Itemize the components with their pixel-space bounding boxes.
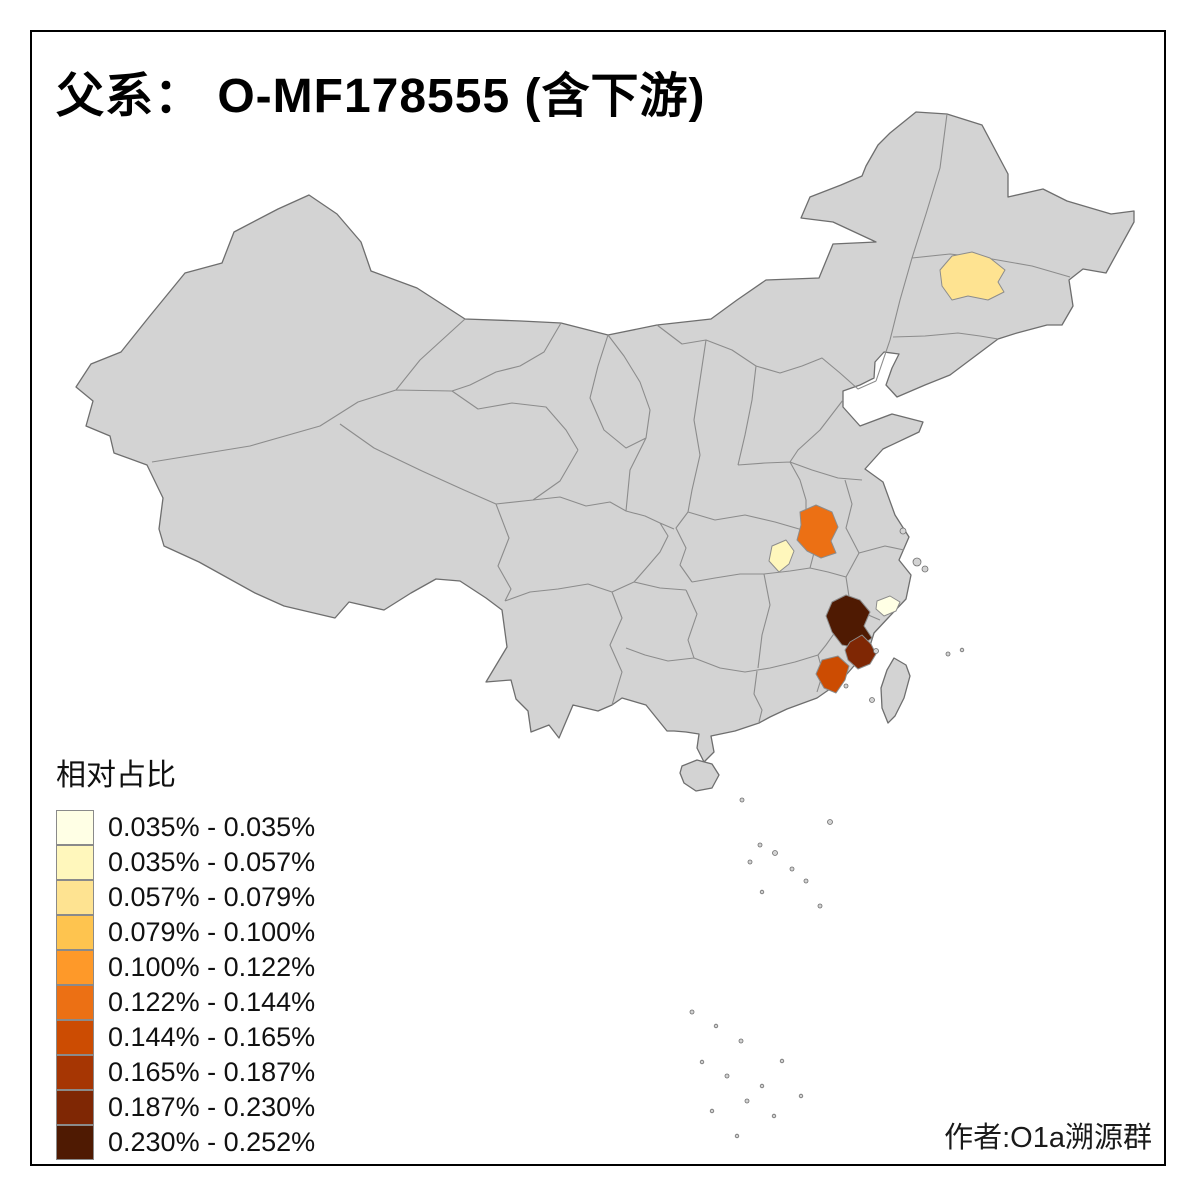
legend-swatch: [56, 950, 94, 985]
attribution: 作者:O1a溯源群: [944, 1122, 1152, 1154]
legend-label: 0.057% - 0.079%: [108, 882, 316, 912]
legend-swatch: [56, 1090, 94, 1125]
legend-items: 0.035% - 0.035% 0.035% - 0.057% 0.057% - 0…: [56, 810, 315, 1160]
region-fujian-south-coast: [815, 655, 850, 694]
legend-item: 0.079% - 0.100%: [56, 915, 315, 950]
legend-item: 0.035% - 0.035%: [56, 810, 315, 845]
legend-swatch: [56, 1020, 94, 1055]
legend-swatch: [56, 845, 94, 880]
region-hubei-west: [768, 539, 795, 573]
legend-label: 0.100% - 0.122%: [108, 952, 316, 982]
region-fujian-northeast: [844, 634, 877, 670]
legend-swatch: [56, 810, 94, 845]
legend-swatch: [56, 985, 94, 1020]
taiwan-island: [880, 657, 911, 724]
legend-swatch: [56, 1125, 94, 1160]
hainan-island: [679, 759, 720, 792]
legend-label: 0.122% - 0.144%: [108, 987, 316, 1017]
region-zhejiang-coast: [875, 595, 901, 617]
legend-item: 0.035% - 0.057%: [56, 845, 315, 880]
legend-item: 0.187% - 0.230%: [56, 1090, 315, 1125]
legend-label: 0.144% - 0.165%: [108, 1022, 316, 1052]
legend-label: 0.230% - 0.252%: [108, 1127, 316, 1157]
page-title: 父系： O-MF178555 (含下游): [56, 70, 706, 123]
legend-label: 0.079% - 0.100%: [108, 917, 316, 947]
legend-item: 0.144% - 0.165%: [56, 1020, 315, 1055]
legend-item: 0.230% - 0.252%: [56, 1125, 315, 1160]
legend-label: 0.165% - 0.187%: [108, 1057, 316, 1087]
legend-item: 0.057% - 0.079%: [56, 880, 315, 915]
legend-label: 0.187% - 0.230%: [108, 1092, 316, 1122]
small-islands: [689, 527, 965, 1139]
region-hubei-east: [796, 504, 839, 559]
legend-swatch: [56, 1055, 94, 1090]
legend-swatch: [56, 880, 94, 915]
legend-item: 0.100% - 0.122%: [56, 950, 315, 985]
legend-label: 0.035% - 0.057%: [108, 847, 316, 877]
legend: 相对占比 0.035% - 0.035% 0.035% - 0.057% 0.057…: [56, 750, 315, 1160]
region-zhejiang-southwest: [825, 594, 873, 649]
legend-title: 相对占比: [56, 759, 176, 792]
legend-swatch: [56, 915, 94, 950]
legend-label: 0.035% - 0.035%: [108, 812, 316, 842]
legend-item: 0.122% - 0.144%: [56, 985, 315, 1020]
highlight-regions: [768, 251, 1006, 694]
legend-item: 0.165% - 0.187%: [56, 1055, 315, 1090]
mainland-shape: [75, 111, 1135, 763]
region-jilin-central: [939, 251, 1006, 301]
